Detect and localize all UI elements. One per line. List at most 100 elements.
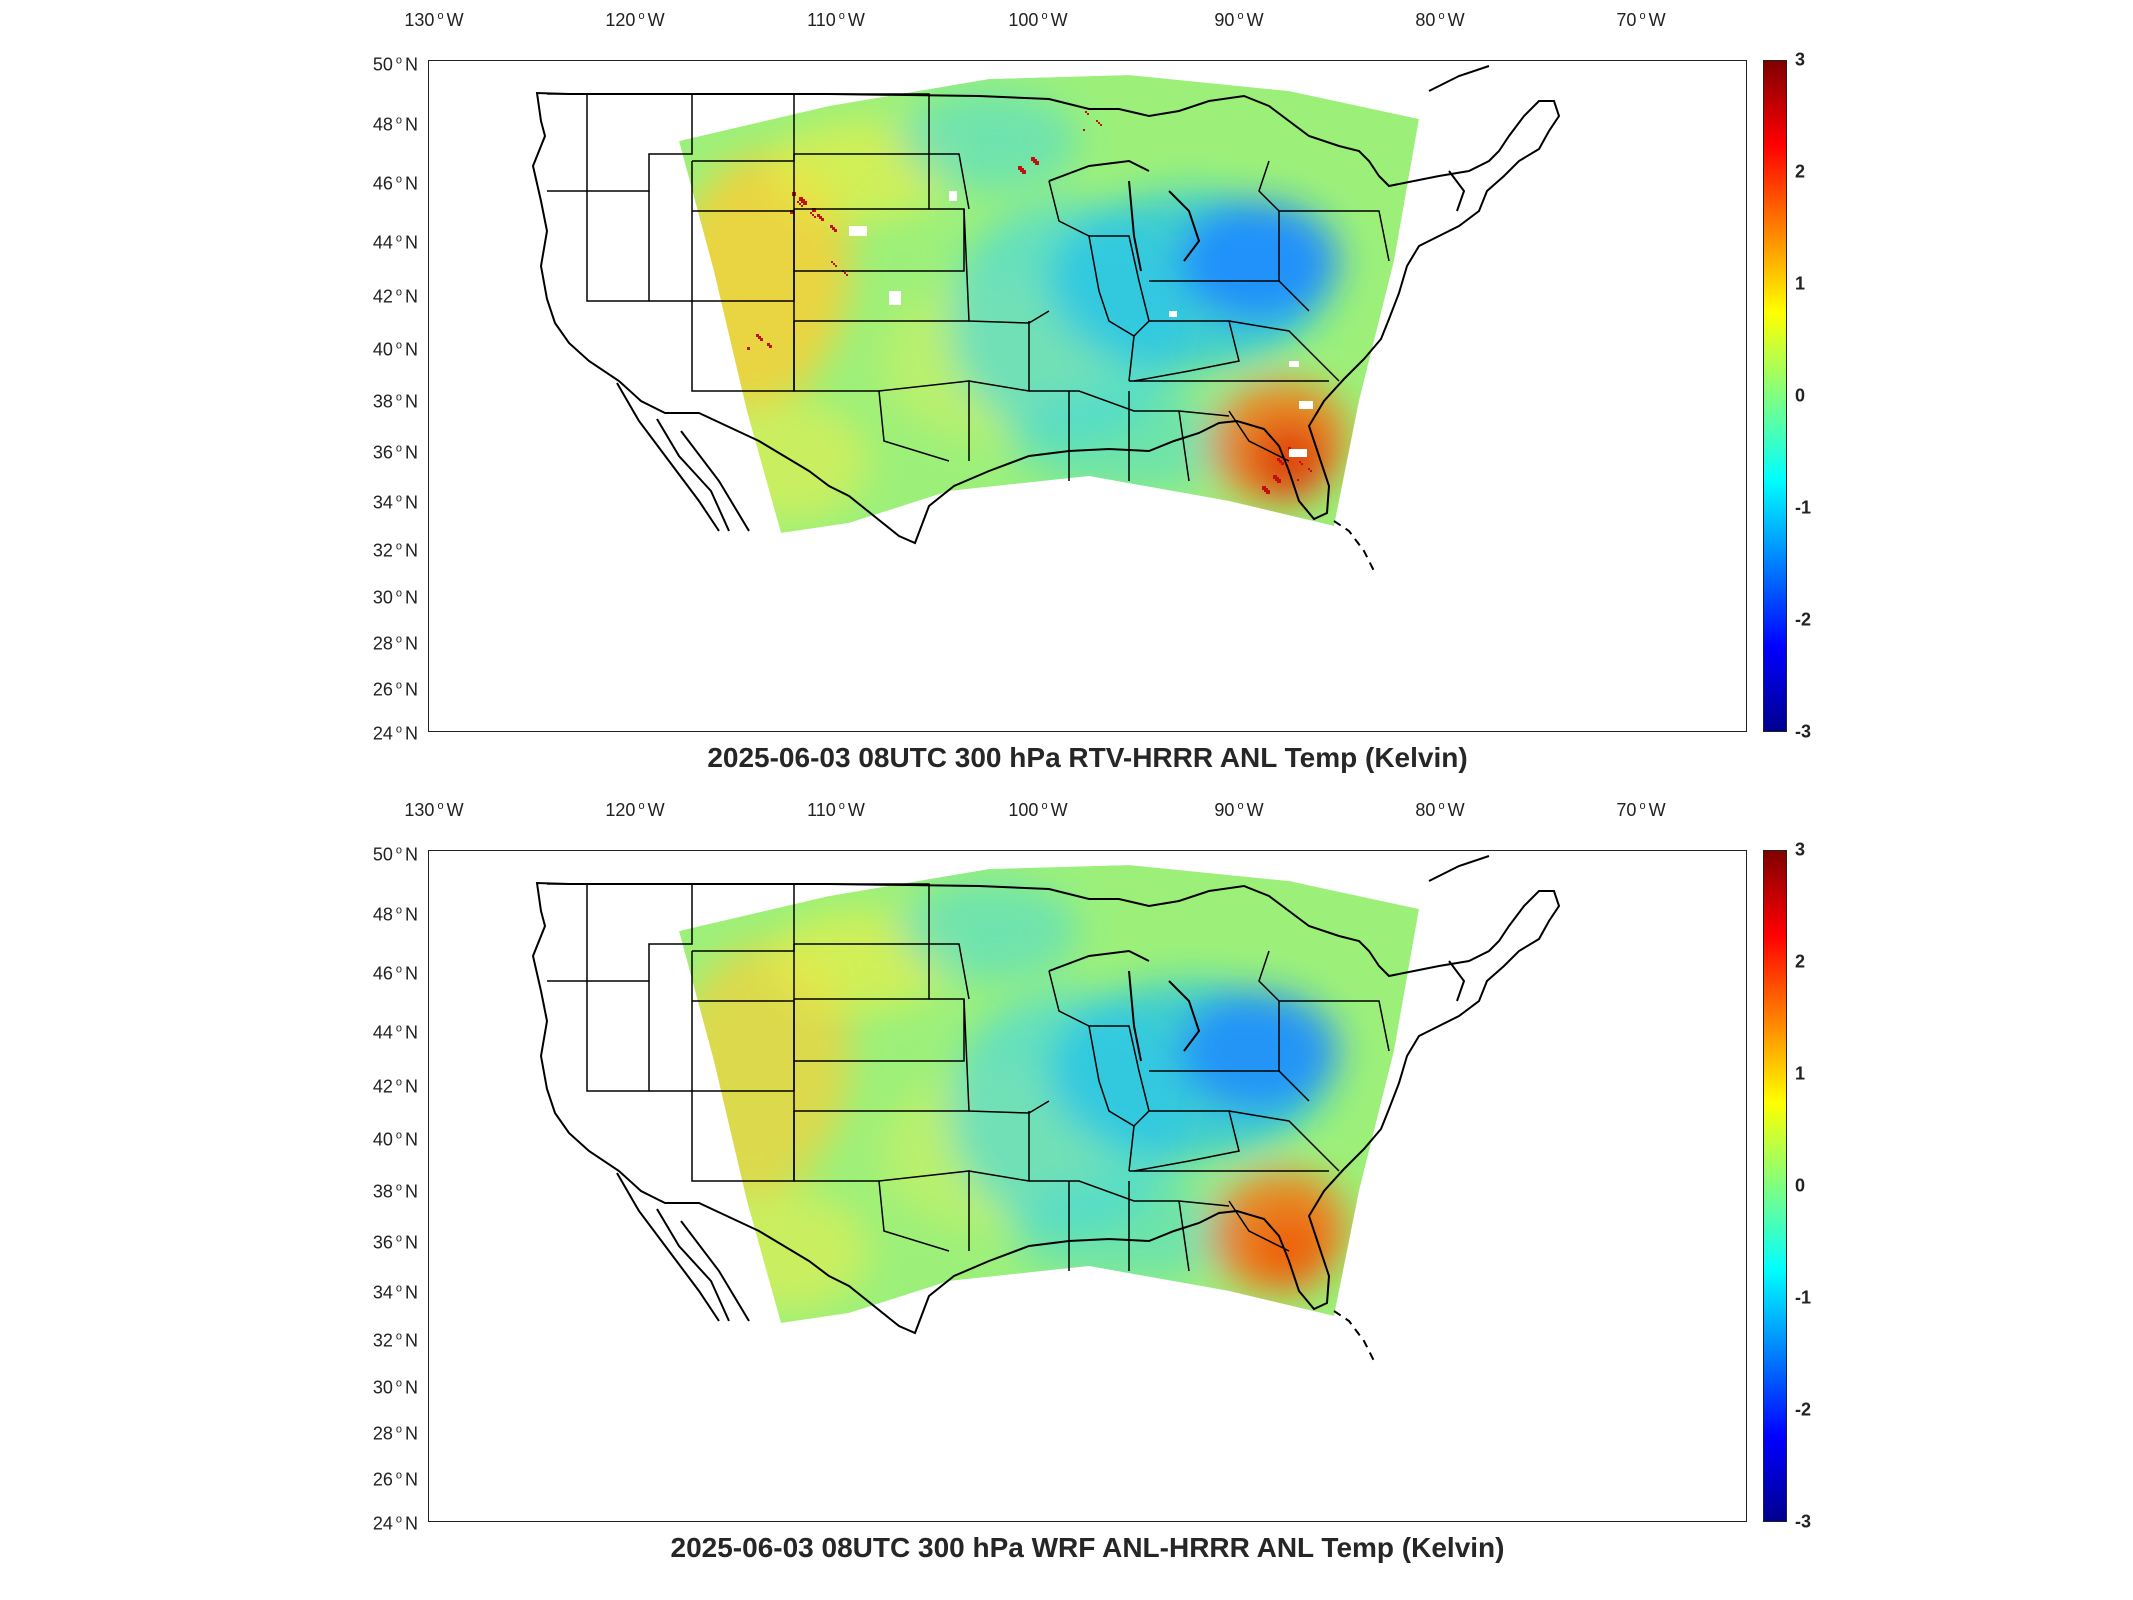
- missing-gap: [949, 191, 957, 201]
- latitude-label: 24 o N: [372, 723, 418, 744]
- latitude-label: 38 o N: [372, 391, 418, 412]
- latitude-label: 28 o N: [372, 633, 418, 654]
- lon-value: 100: [1008, 800, 1039, 820]
- state-border: [586, 981, 650, 1092]
- latitude-label: 26 o N: [372, 1469, 418, 1490]
- latitude-label: 50 o N: [372, 54, 418, 75]
- latitude-label: 44 o N: [372, 232, 418, 253]
- longitude-label: 110 o W: [807, 800, 865, 820]
- coastline: [531, 855, 1561, 1362]
- baja-coast: [616, 382, 720, 532]
- lat-value: 30: [372, 1377, 393, 1398]
- colorbar-tick: 0: [1795, 1175, 1806, 1196]
- hot-pixel: [817, 214, 820, 217]
- lat-suffix: N: [405, 1022, 418, 1043]
- lat-suffix: N: [405, 679, 418, 700]
- hot-pixel: [831, 261, 833, 263]
- hot-pixel: [747, 347, 750, 350]
- lat-suffix: N: [405, 844, 418, 865]
- colorbar-tick: 1: [1795, 1063, 1806, 1084]
- lon-value: 120: [605, 10, 636, 30]
- latitude-label: 46 o N: [372, 963, 418, 984]
- state-border: [1133, 320, 1240, 382]
- lon-suffix: W: [1246, 10, 1264, 30]
- lat-value: 42: [372, 1076, 393, 1097]
- state-borders: [547, 883, 1390, 1272]
- state-border: [586, 191, 650, 302]
- latitude-label: 44 o N: [372, 1022, 418, 1043]
- state-border: [1088, 235, 1135, 382]
- latitude-label: 34 o N: [372, 1282, 418, 1303]
- hot-pixel: [758, 336, 761, 339]
- bahamas: [1333, 1310, 1375, 1362]
- state-border: [1258, 160, 1280, 212]
- lat-suffix: N: [405, 1469, 418, 1490]
- lon-suffix: W: [647, 800, 665, 820]
- longitude-label: 70 o W: [1616, 800, 1666, 820]
- hot-pixel: [1266, 490, 1270, 494]
- lat-suffix: N: [405, 723, 418, 744]
- state-border: [793, 154, 930, 210]
- lat-value: 42: [372, 286, 393, 307]
- hot-pixel: [1279, 460, 1282, 463]
- latitude-label: 32 o N: [372, 540, 418, 561]
- hot-pixel: [760, 338, 763, 341]
- map-panel-wrf: 130 o W 120 o W 110 o W 100 o W 90 o W 80 o W 70 o W 50 o N 48 o…: [0, 790, 2133, 1590]
- lon-value: 100: [1008, 10, 1039, 30]
- lon-suffix: W: [847, 800, 865, 820]
- latitude-label: 48 o N: [372, 904, 418, 925]
- state-border: [1228, 1110, 1340, 1172]
- state-border: [1228, 1200, 1290, 1252]
- latitude-label: 42 o N: [372, 1076, 418, 1097]
- lat-suffix: N: [405, 1377, 418, 1398]
- lon-suffix: W: [1648, 800, 1666, 820]
- hot-pixel: [1100, 124, 1102, 126]
- lat-suffix: N: [405, 232, 418, 253]
- hot-pixel: [1035, 161, 1039, 165]
- lat-value: 48: [372, 114, 393, 135]
- hot-pixel: [1022, 170, 1026, 174]
- hot-pixel: [812, 208, 816, 212]
- lat-value: 32: [372, 1330, 393, 1351]
- coastline: [531, 65, 1561, 572]
- lat-value: 36: [372, 442, 393, 463]
- hot-pixel: [790, 210, 794, 214]
- lat-suffix: N: [405, 1513, 418, 1534]
- temperature-field: [679, 75, 1419, 533]
- colorbar-tick: 3: [1795, 839, 1806, 860]
- state-border: [649, 951, 693, 1092]
- lon-suffix: W: [647, 10, 665, 30]
- lat-suffix: N: [405, 286, 418, 307]
- latitude-label: 26 o N: [372, 679, 418, 700]
- hot-pixel: [1087, 113, 1089, 115]
- hot-pixel: [835, 265, 837, 267]
- lon-value: 70: [1616, 800, 1637, 820]
- hot-pixel: [833, 263, 835, 265]
- state-border: [1029, 1180, 1230, 1207]
- colorbar-tick: 2: [1795, 951, 1806, 972]
- latitude-label: 36 o N: [372, 1232, 418, 1253]
- lat-value: 46: [372, 173, 393, 194]
- missing-gap: [1289, 449, 1307, 457]
- state-border: [547, 883, 588, 982]
- lon-value: 70: [1616, 10, 1637, 30]
- missing-gap: [1289, 361, 1299, 367]
- longitude-label: 120 o W: [605, 800, 665, 820]
- hot-pixel: [821, 218, 824, 221]
- longitude-label: 80 o W: [1415, 10, 1465, 30]
- lat-suffix: N: [405, 1423, 418, 1444]
- longitude-label: 110 o W: [807, 10, 865, 30]
- longitude-label: 100 o W: [1008, 800, 1068, 820]
- lat-value: 40: [372, 339, 393, 360]
- lat-suffix: N: [405, 492, 418, 513]
- lon-value: 130: [404, 10, 435, 30]
- state-border: [649, 161, 693, 302]
- colorbar-tick: -1: [1795, 1287, 1812, 1308]
- lat-suffix: N: [405, 1232, 418, 1253]
- lon-suffix: W: [1447, 800, 1465, 820]
- longitude-label: 80 o W: [1415, 800, 1465, 820]
- longitude-label: 70 o W: [1616, 10, 1666, 30]
- hot-pixel: [1277, 458, 1280, 461]
- missing-gap: [1299, 401, 1313, 409]
- hot-pixel: [814, 216, 816, 218]
